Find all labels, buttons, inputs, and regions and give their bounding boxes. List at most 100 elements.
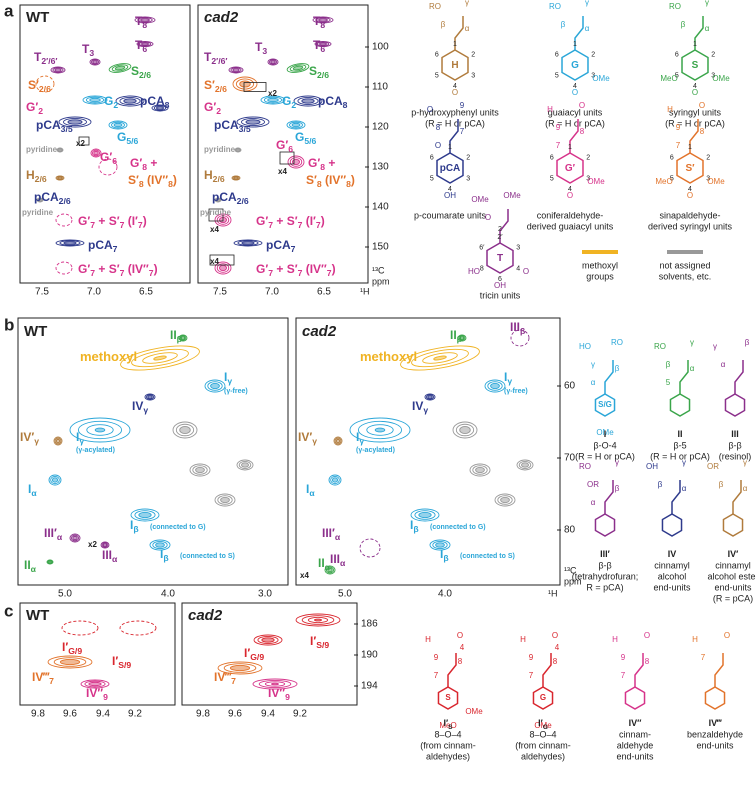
- atom-label: 8: [553, 657, 558, 666]
- atom-label: 7: [676, 141, 681, 150]
- peak-label: (γ-free): [504, 388, 528, 395]
- contour: [411, 348, 469, 368]
- atom-label: α: [682, 484, 687, 493]
- label-text: T: [34, 50, 42, 64]
- atom-number: 3: [706, 175, 710, 182]
- subscript: 8: [142, 20, 147, 30]
- y-tick-label: 60: [564, 381, 576, 392]
- atom-label: α: [705, 24, 710, 33]
- contour: [289, 157, 303, 167]
- structure-caption: (R = pCA): [713, 593, 753, 603]
- atom-label: 8: [580, 127, 585, 136]
- contour: [237, 240, 259, 246]
- peak-label: G′7 + S′7 (IV″7): [256, 262, 336, 278]
- contour: [328, 474, 342, 486]
- atom-label: H: [612, 635, 618, 644]
- peak-label: pCA3/5: [36, 118, 73, 134]
- side-chain: [449, 119, 459, 153]
- label-text: pyridine: [204, 145, 236, 154]
- contour: [301, 615, 335, 625]
- contour: [192, 465, 208, 475]
- peak-label: pCA2/6: [34, 190, 71, 206]
- subscript: 7: [298, 220, 303, 230]
- subscript: 7: [316, 220, 321, 230]
- contour: [292, 65, 304, 71]
- atom-number: 6: [435, 51, 439, 58]
- contour: [50, 66, 66, 74]
- label-text: I: [160, 547, 163, 561]
- atom-number: 6: [555, 51, 559, 58]
- y-tick-label: 100: [372, 42, 389, 53]
- subscript: γ: [227, 376, 232, 386]
- atom-label: 8: [700, 127, 705, 136]
- contour: [134, 510, 156, 520]
- contour: [261, 637, 275, 643]
- peak-label: IIIβ: [510, 320, 525, 336]
- label-text: G: [282, 94, 291, 108]
- atom-number: 4: [453, 83, 457, 90]
- contour: [484, 379, 506, 393]
- ring: [532, 686, 554, 710]
- peak-label: S′8 (IV″8): [306, 173, 355, 189]
- spectrum-title: WT: [26, 9, 49, 26]
- substituent: MeO: [439, 721, 456, 730]
- contour: [334, 437, 342, 445]
- contour: [260, 95, 286, 105]
- x-tick-label: 9.4: [96, 709, 110, 720]
- atom-number: 6: [550, 154, 554, 161]
- subscript: α: [309, 488, 315, 498]
- subscript: γ: [143, 405, 148, 415]
- y-tick-label: 140: [372, 202, 389, 213]
- contour: [114, 65, 126, 71]
- label-text: ): [173, 173, 177, 187]
- peak-label: (γ-free): [224, 388, 248, 395]
- contour: [241, 462, 249, 468]
- contour: [374, 427, 386, 433]
- substituent: OMe: [534, 721, 552, 730]
- contour: [245, 119, 261, 125]
- atom-label: α: [743, 484, 748, 493]
- peak-label: IV′γ: [20, 430, 39, 446]
- subscript: G/9: [68, 646, 82, 656]
- contour: [232, 176, 240, 180]
- spectrum-title: cad2: [188, 607, 223, 624]
- structure-caption: alcohol ester: [707, 571, 756, 581]
- atom-label: RO: [549, 2, 561, 11]
- contour: [140, 18, 150, 22]
- ring: [624, 686, 646, 710]
- label-text: S′: [685, 163, 695, 174]
- label-text: IV″: [268, 686, 285, 700]
- atom-label: 9: [676, 123, 681, 132]
- contour: [232, 68, 240, 72]
- contour: [70, 534, 80, 542]
- axis-unit: ¹³C: [372, 265, 385, 275]
- contour: [36, 197, 44, 203]
- atom-label: 9: [529, 653, 534, 662]
- label-text: G′: [26, 100, 38, 114]
- contour: [84, 680, 106, 688]
- label-text: H: [204, 168, 213, 182]
- atom-label: O: [579, 101, 585, 110]
- zoom-box: [279, 151, 295, 165]
- atom-number: 2′: [497, 234, 503, 241]
- zoom-box: [209, 254, 235, 266]
- subscript: 2/6: [35, 174, 47, 184]
- atom-label: β: [658, 480, 663, 489]
- ring: [441, 49, 469, 81]
- contour: [366, 424, 394, 436]
- subscript: γ: [359, 436, 364, 446]
- atom-number: 6: [498, 276, 502, 283]
- peak-label: I′S/9: [310, 634, 329, 650]
- substituent: O: [452, 88, 458, 97]
- contour: [327, 567, 333, 573]
- label-text: G: [540, 693, 546, 702]
- x-tick-label: 5.0: [58, 589, 72, 600]
- contour: [137, 17, 153, 23]
- atom-number: 1: [448, 144, 452, 151]
- peak-label: III′α: [44, 526, 63, 542]
- label-text: T: [82, 42, 90, 56]
- x-tick-label: 5.0: [338, 589, 352, 600]
- label-text: II: [170, 328, 177, 342]
- label-text: IV: [132, 399, 143, 413]
- peak-label: S′8 (IV″8): [128, 173, 177, 189]
